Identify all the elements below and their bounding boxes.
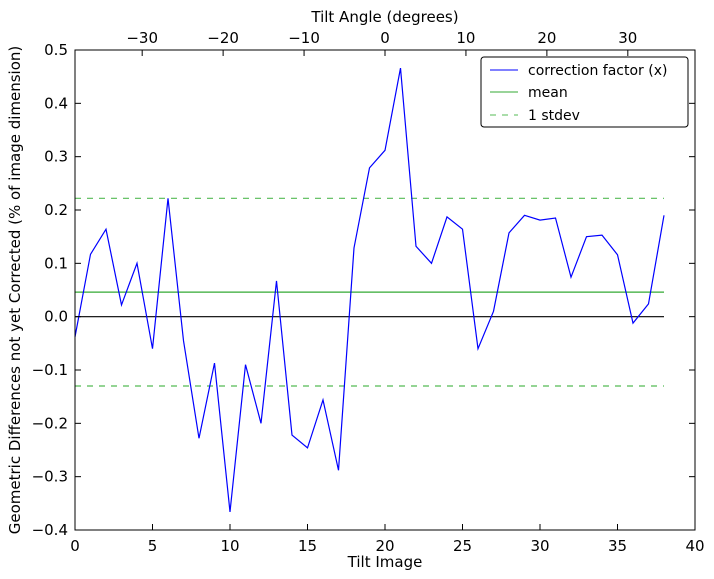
top-x-tick-label: −30 <box>126 29 158 47</box>
y-tick-label: −0.4 <box>32 521 68 539</box>
top-x-tick-label: 20 <box>537 29 556 47</box>
x-tick-label: 0 <box>70 537 80 555</box>
y-tick-label: 0.3 <box>44 148 68 166</box>
legend-label-correction: correction factor (x) <box>528 63 667 79</box>
top-x-tick-label: −20 <box>207 29 239 47</box>
series-line-correction-factor-x <box>74 67 665 512</box>
legend-label-stdev: 1 stdev <box>528 108 580 124</box>
x-tick-label: 25 <box>453 537 472 555</box>
y-tick-label: 0.4 <box>44 94 68 112</box>
x-tick-label: 10 <box>220 537 239 555</box>
chart-marks <box>74 67 665 512</box>
legend: correction factor (x) mean 1 stdev <box>480 56 689 128</box>
x-tick-label: 35 <box>608 537 627 555</box>
y-tick-label: 0.2 <box>44 201 68 219</box>
axis-ticks: 0 5 10 15 20 25 30 35 40 −0.4 −0.3 −0.2 −0.1 0.0 0.1 0.… <box>32 29 705 555</box>
top-x-tick-label: 0 <box>380 29 390 47</box>
y-tick-label: −0.1 <box>32 361 68 379</box>
y-tick-label: −0.3 <box>32 468 68 486</box>
x-tick-label: 30 <box>530 537 549 555</box>
x-axis-title: Tilt Image <box>347 553 423 571</box>
top-x-tick-label: −10 <box>288 29 320 47</box>
y-tick-label: 0.0 <box>44 308 68 326</box>
y-tick-label: 0.5 <box>44 41 68 59</box>
x-tick-label: 15 <box>298 537 317 555</box>
legend-box <box>480 56 689 128</box>
x-tick-label: 20 <box>375 537 394 555</box>
y-tick-label: 0.1 <box>44 254 68 272</box>
y-axis-title: Geometric Differences not yet Corrected … <box>6 46 24 535</box>
x-tick-label: 5 <box>148 537 158 555</box>
y-tick-label: −0.2 <box>32 414 68 432</box>
top-axis-title: Tilt Angle (degrees) <box>310 8 458 26</box>
x-tick-label: 40 <box>685 537 704 555</box>
top-x-tick-label: 30 <box>618 29 637 47</box>
top-x-tick-label: 10 <box>456 29 475 47</box>
legend-label-mean: mean <box>528 85 568 101</box>
